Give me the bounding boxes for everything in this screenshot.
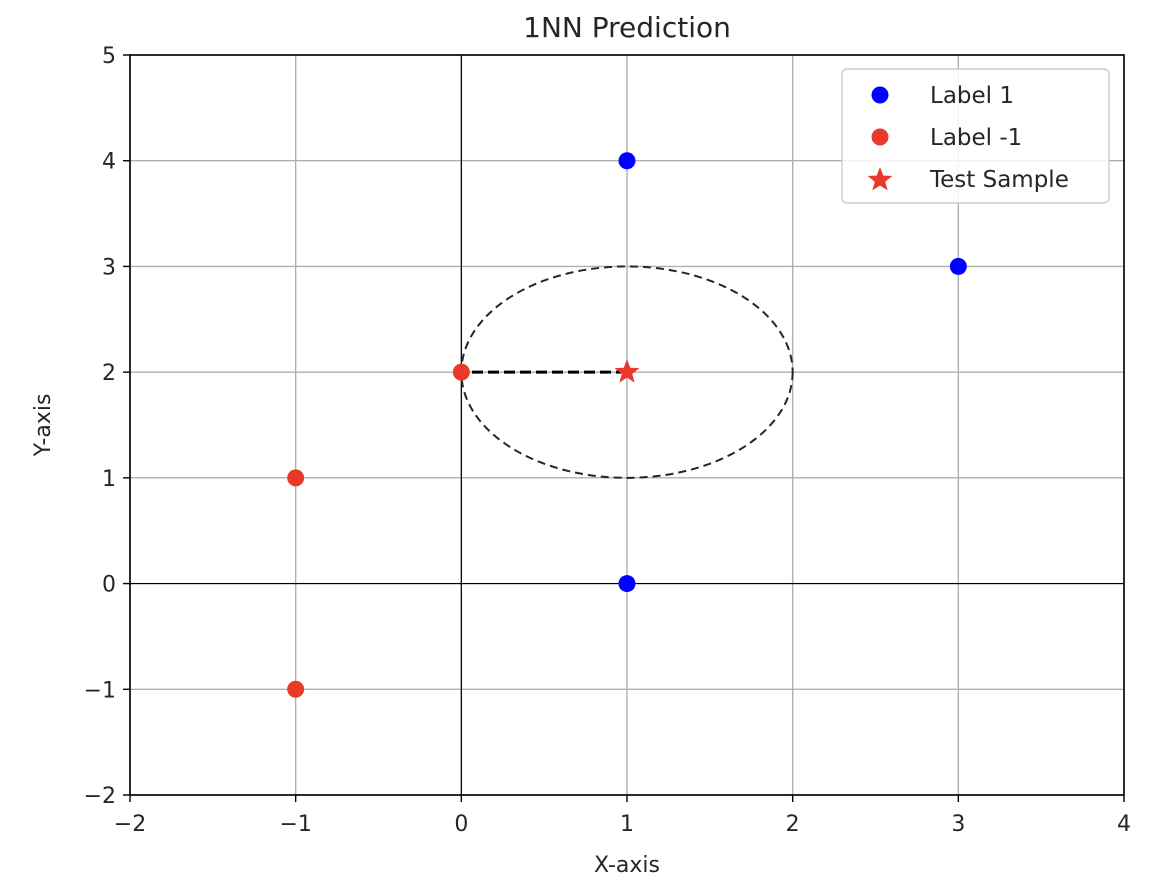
x-tick-label: 4	[1117, 812, 1131, 837]
legend: Label 1 Label -1 Test Sample	[841, 68, 1110, 204]
data-point-series-1	[287, 680, 305, 698]
x-tick-label: 1	[620, 812, 634, 837]
data-point-series-0	[618, 575, 636, 593]
x-axis-title: X-axis	[594, 853, 660, 878]
y-tick-label: 3	[102, 255, 116, 280]
legend-marker	[871, 128, 889, 146]
y-tick-label: 1	[102, 467, 116, 492]
legend-marker	[871, 86, 889, 104]
data-point-series-0	[949, 257, 967, 275]
y-tick-label: −2	[84, 784, 116, 809]
y-axis-title: Y-axis	[31, 394, 56, 458]
legend-marker-star	[867, 167, 893, 191]
legend-box	[841, 68, 1110, 204]
legend-label: Label -1	[930, 125, 1022, 151]
data-point-series-1	[287, 469, 305, 487]
data-point-series-1	[452, 363, 470, 381]
data-point-series-0	[618, 152, 636, 170]
x-tick-label: −2	[114, 812, 146, 837]
x-tick-label: −1	[279, 812, 311, 837]
axis-ticks: −2 −1 0 1 2 3 4 −2 −1 0 1 2 3 4 5	[84, 44, 1131, 837]
x-tick-label: 0	[454, 812, 468, 837]
y-tick-label: 0	[102, 573, 116, 598]
x-tick-label: 3	[951, 812, 965, 837]
legend-label: Test Sample	[929, 167, 1069, 193]
data-points	[287, 152, 967, 698]
x-tick-label: 2	[786, 812, 800, 837]
chart-title: 1NN Prediction	[523, 11, 731, 44]
legend-label: Label 1	[930, 83, 1014, 109]
y-tick-label: 2	[102, 361, 116, 386]
test-sample-star	[614, 359, 640, 383]
y-tick-label: 5	[102, 44, 116, 69]
y-tick-label: 4	[102, 150, 116, 175]
y-tick-label: −1	[84, 678, 116, 703]
